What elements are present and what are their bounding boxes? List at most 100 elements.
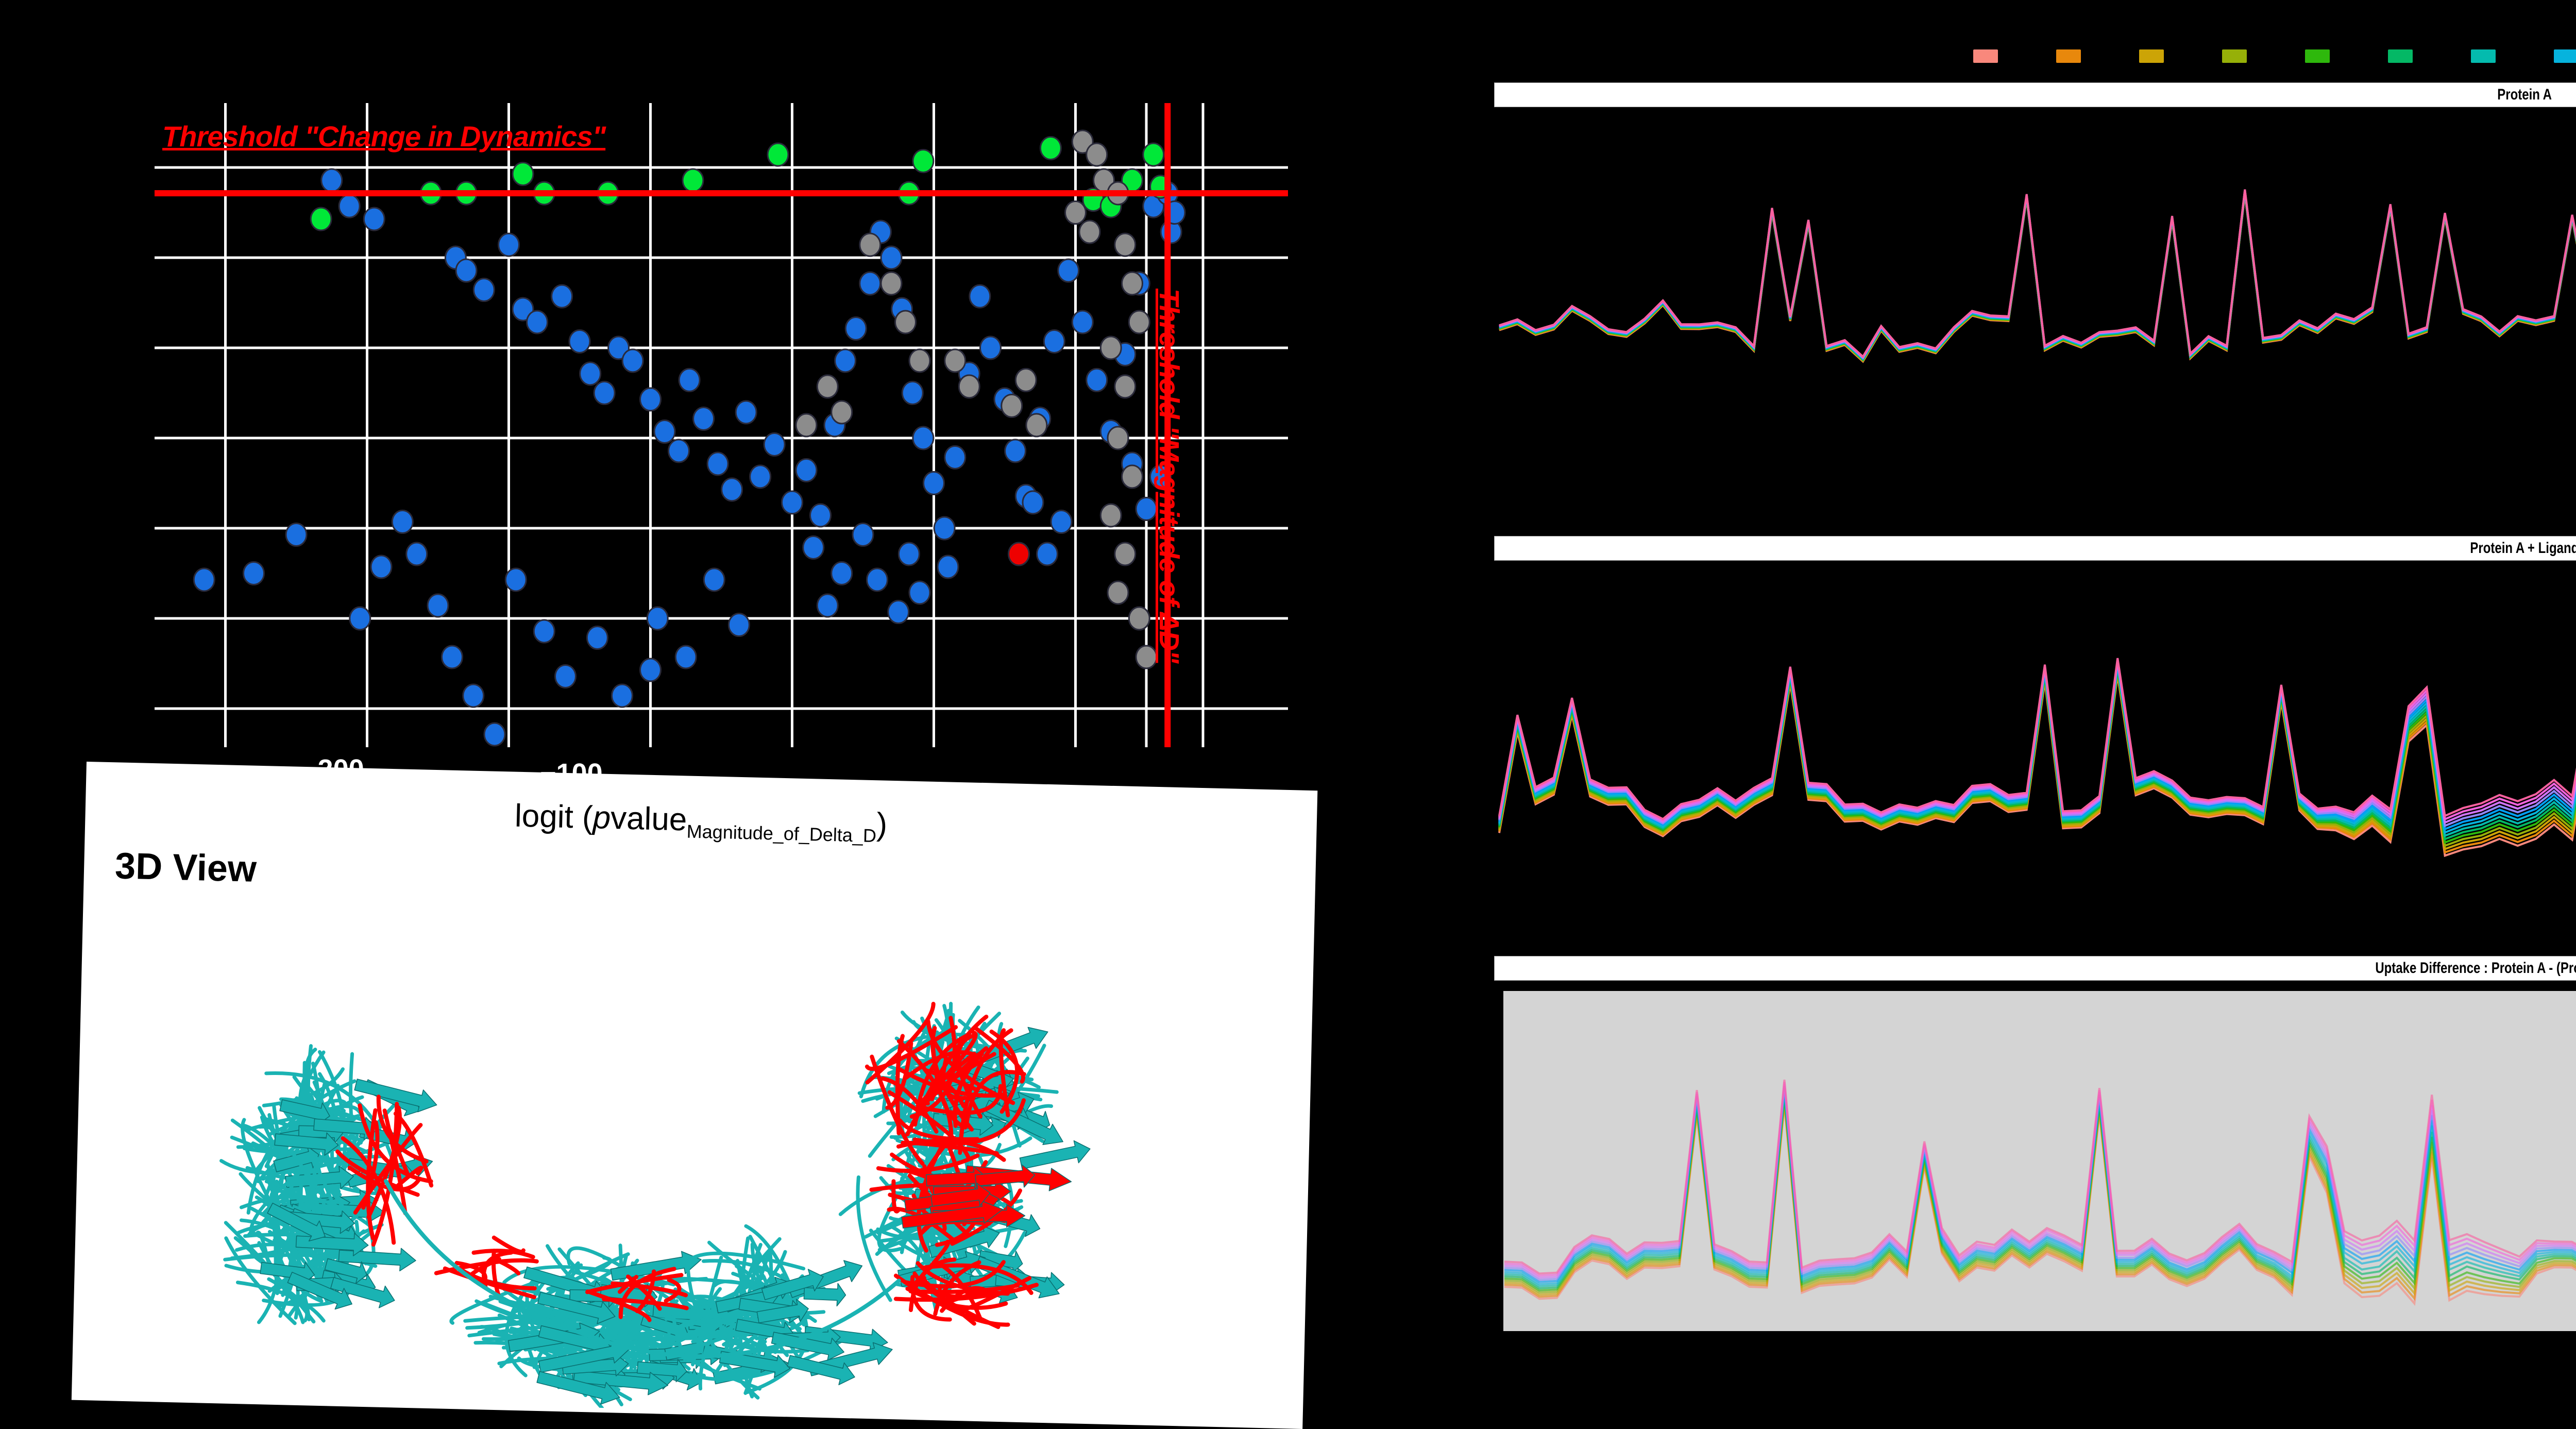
scatter-point[interactable] (1107, 580, 1129, 605)
scatter-point[interactable] (1001, 394, 1023, 418)
legend-swatch[interactable] (2388, 49, 2413, 63)
scatter-point[interactable] (472, 278, 495, 302)
scatter-point[interactable] (193, 567, 215, 592)
scatter-point[interactable] (1114, 542, 1137, 566)
scatter-point[interactable] (370, 554, 393, 579)
scatter-point[interactable] (1086, 368, 1108, 392)
scatter-point[interactable] (586, 626, 608, 650)
scatter-point[interactable] (1135, 645, 1158, 669)
scatter-point[interactable] (958, 374, 980, 399)
scatter-point[interactable] (349, 606, 371, 631)
scatter-point[interactable] (639, 658, 662, 682)
scatter-point[interactable] (498, 232, 520, 257)
chart-canvas-protein-a-ligand[interactable] (1494, 566, 2576, 885)
scatter-point[interactable] (859, 232, 882, 257)
scatter-point[interactable] (568, 329, 591, 354)
scatter-point[interactable] (809, 503, 832, 528)
scatter-point[interactable] (1078, 220, 1101, 244)
legend-swatch[interactable] (2305, 49, 2330, 63)
scatter-point[interactable] (678, 368, 701, 392)
scatter-point[interactable] (682, 168, 704, 193)
scatter-point[interactable] (579, 361, 602, 386)
scatter-point[interactable] (1114, 374, 1137, 399)
scatter-point[interactable] (1022, 490, 1044, 515)
scatter-point[interactable] (887, 600, 910, 624)
scatter-point[interactable] (607, 335, 630, 360)
legend-swatch[interactable] (2139, 49, 2164, 63)
scatter-point[interactable] (880, 271, 903, 296)
scatter-point[interactable] (285, 523, 308, 547)
scatter-point[interactable] (706, 451, 729, 476)
scatter-point[interactable] (1050, 510, 1073, 534)
scatter-point[interactable] (1099, 335, 1122, 360)
scatter-point[interactable] (512, 297, 534, 322)
scatter-point[interactable] (621, 348, 644, 373)
scatter-plot[interactable] (155, 103, 1288, 747)
scatter-point[interactable] (1128, 310, 1150, 334)
scatter-point[interactable] (844, 316, 867, 341)
scatter-point[interactable] (834, 348, 857, 373)
scatter-point[interactable] (668, 439, 690, 463)
scatter-point[interactable] (1121, 464, 1143, 489)
timepoint-legend[interactable] (1479, 0, 2576, 82)
scatter-point[interactable] (933, 516, 956, 541)
scatter-point[interactable] (1008, 542, 1030, 566)
scatter-point[interactable] (512, 162, 534, 186)
scatter-point[interactable] (526, 310, 548, 334)
scatter-point[interactable] (901, 381, 924, 405)
legend-swatch[interactable] (2554, 49, 2576, 63)
scatter-point[interactable] (1142, 142, 1165, 167)
scatter-point[interactable] (767, 142, 789, 167)
scatter-point[interactable] (455, 258, 478, 283)
scatter-point[interactable] (795, 413, 818, 438)
chart-canvas-protein-a[interactable] (1494, 113, 2576, 402)
scatter-point[interactable] (533, 619, 555, 644)
scatter-point[interactable] (816, 374, 839, 399)
scatter-point[interactable] (483, 722, 506, 747)
scatter-point[interactable] (1114, 232, 1137, 257)
scatter-point[interactable] (923, 471, 945, 495)
scatter-point[interactable] (912, 149, 935, 173)
scatter-point[interactable] (1086, 142, 1108, 167)
3d-view-card[interactable]: logit (pvalueMagnitude_of_Delta_D) 3D Vi… (71, 762, 1318, 1429)
scatter-point[interactable] (1121, 271, 1143, 296)
scatter-point[interactable] (781, 490, 803, 515)
scatter-point[interactable] (735, 400, 757, 425)
scatter-point[interactable] (763, 432, 786, 457)
scatter-point[interactable] (908, 348, 931, 373)
scatter-point[interactable] (1107, 426, 1129, 450)
scatter-point[interactable] (802, 535, 825, 560)
scatter-point[interactable] (866, 567, 888, 592)
scatter-point[interactable] (593, 381, 616, 405)
scatter-point[interactable] (551, 284, 573, 309)
scatter-point[interactable] (1064, 200, 1087, 225)
scatter-point[interactable] (880, 245, 903, 270)
scatter-point[interactable] (338, 194, 361, 218)
scatter-point[interactable] (831, 400, 853, 425)
scatter-point[interactable] (363, 207, 385, 231)
scatter-point[interactable] (1039, 136, 1062, 160)
scatter-point[interactable] (611, 683, 633, 708)
scatter-point[interactable] (504, 567, 527, 592)
scatter-point[interactable] (405, 542, 428, 566)
scatter-point[interactable] (912, 426, 935, 450)
scatter-point[interactable] (646, 606, 669, 631)
legend-swatch[interactable] (1973, 49, 1998, 63)
scatter-point[interactable] (859, 271, 882, 296)
scatter-point[interactable] (1014, 368, 1037, 392)
scatter-point[interactable] (721, 477, 743, 502)
scatter-point[interactable] (908, 580, 931, 605)
scatter-point[interactable] (441, 645, 463, 669)
scatter-point[interactable] (1004, 439, 1027, 463)
scatter-point[interactable] (1025, 413, 1048, 438)
scatter-point[interactable] (554, 664, 577, 688)
scatter-point[interactable] (243, 561, 265, 585)
scatter-point[interactable] (1128, 606, 1150, 631)
scatter-point[interactable] (310, 207, 332, 231)
scatter-point[interactable] (639, 387, 662, 412)
scatter-point[interactable] (1071, 310, 1094, 334)
scatter-point[interactable] (937, 554, 959, 579)
scatter-point[interactable] (653, 419, 676, 444)
scatter-point[interactable] (969, 284, 991, 309)
protein-ribbon-diagram[interactable] (139, 907, 1247, 1423)
